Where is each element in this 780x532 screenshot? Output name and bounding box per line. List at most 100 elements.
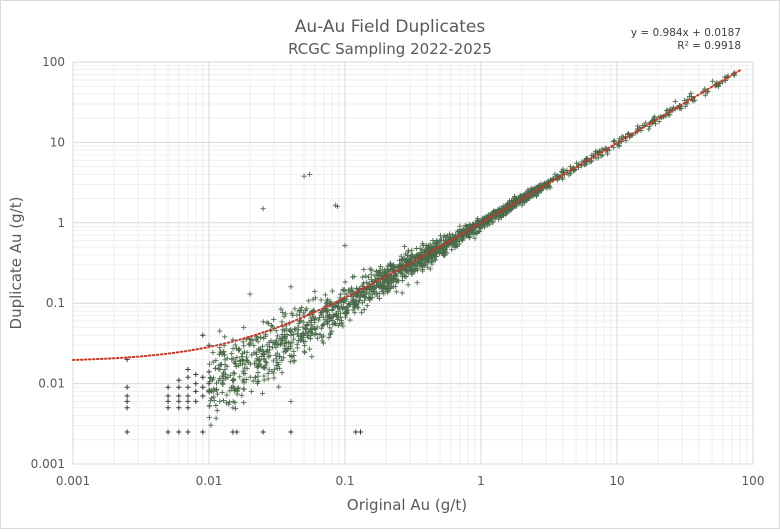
data-point [287,353,293,359]
data-point [231,376,237,383]
data-point [248,337,254,343]
data-point [320,314,326,320]
data-point [208,375,214,381]
data-point [264,319,270,325]
data-point [200,429,206,435]
data-point [329,288,335,294]
data-point [279,370,285,376]
data-point [247,291,253,297]
data-point [413,262,419,268]
data-point [239,354,245,360]
data-point [241,400,247,406]
data-point [322,307,328,313]
data-point [124,429,130,435]
data-point [643,120,649,126]
data-point [351,303,357,310]
data-point [236,347,243,353]
data-point [209,388,215,394]
data-point [273,362,279,369]
data-point [185,429,191,435]
data-point [440,234,447,240]
data-point [200,374,206,380]
data-point [252,374,259,380]
data-point [271,375,277,381]
data-point [464,231,470,237]
data-point [247,340,254,346]
data-point [227,388,233,394]
data-point [389,278,395,284]
data-point [222,366,228,373]
data-point [646,126,652,132]
data-point [248,388,254,395]
data-point [267,353,273,359]
data-point [405,247,411,253]
data-point [220,397,227,404]
data-point [335,308,341,314]
data-point [281,340,287,347]
data-point [437,233,444,239]
data-point [503,209,509,216]
data-point [219,389,225,396]
data-point [200,384,206,390]
data-point [278,306,284,312]
data-point [275,361,282,368]
data-point [236,347,242,353]
data-point [406,258,412,264]
data-point [213,380,220,386]
data-point [229,351,235,357]
data-point [325,314,331,320]
data-point [317,331,323,337]
data-point [404,252,411,258]
data-point [273,337,280,343]
data-point [432,257,438,263]
data-point [260,351,267,357]
data-point [295,331,301,337]
data-point [206,387,212,393]
data-point [497,211,503,217]
data-point [241,343,247,349]
data-point [232,387,238,393]
data-point [223,371,229,377]
data-point [420,268,426,274]
data-point [193,388,199,394]
data-point [352,310,358,316]
data-point [678,106,684,112]
data-point [261,356,267,362]
data-point [217,328,223,334]
data-point [477,224,483,231]
data-point [329,306,335,313]
data-point [368,271,374,277]
data-point [288,326,294,332]
x-axis-ticks: 0.001 0.01 0.1 1 10 100 [56,474,765,488]
data-point [206,361,213,367]
data-point [253,349,259,355]
data-point [217,345,223,351]
data-point [213,402,219,409]
data-point [611,138,618,144]
data-point [124,398,130,405]
y-tick-label: 10 [50,135,65,149]
data-point [307,171,313,177]
data-point [338,320,345,326]
data-point [344,304,350,311]
data-point [319,338,325,344]
data-point [165,384,171,390]
data-point [598,153,604,159]
data-point [414,280,420,286]
data-point [656,118,662,125]
data-point [340,287,346,293]
data-point [342,243,348,249]
data-point [342,279,348,285]
data-point [226,401,232,407]
data-point [276,384,282,390]
data-point [214,407,220,414]
x-tick-label: 0.01 [196,474,223,488]
data-point [378,285,385,291]
data-point [247,361,254,367]
data-point [634,123,641,129]
data-point [341,288,347,294]
data-point [208,422,214,428]
x-tick-label: 10 [609,474,624,488]
data-point [385,267,392,273]
